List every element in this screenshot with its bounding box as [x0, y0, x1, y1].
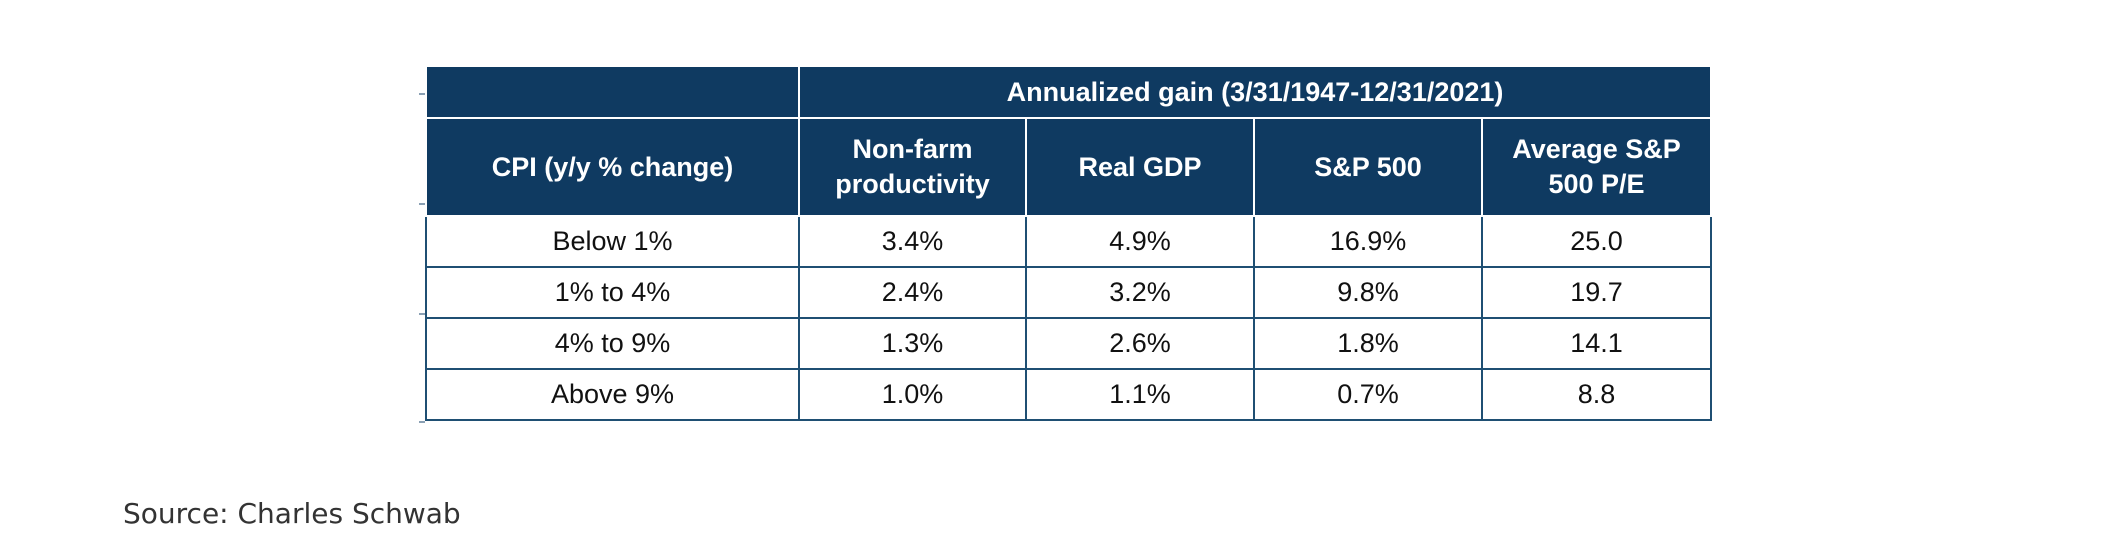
- column-header-productivity-line-2: productivity: [835, 169, 990, 199]
- column-header-sp500-line-1: S&P 500: [1314, 151, 1422, 182]
- left-edge-tick: [419, 313, 425, 315]
- data-table: Annualized gain (3/31/1947-12/31/2021) C…: [425, 65, 1713, 421]
- source-note: Source: Charles Schwab: [123, 497, 461, 530]
- table-cell: Below 1%: [425, 215, 800, 268]
- column-header-avg-pe-line-1: Average S&P: [1512, 134, 1681, 164]
- column-header-productivity: Non-farm productivity: [798, 117, 1027, 217]
- left-edge-tick: [419, 203, 425, 205]
- table-row: Below 1% 3.4% 4.9% 16.9% 25.0: [425, 215, 1713, 268]
- table-cell: 16.9%: [1253, 215, 1483, 268]
- column-header-cpi-line-1: CPI (y/y % change): [491, 151, 734, 182]
- blank-header-cell: [425, 65, 800, 119]
- table-cell: 3.2%: [1025, 266, 1255, 319]
- table-row: 4% to 9% 1.3% 2.6% 1.8% 14.1: [425, 317, 1713, 370]
- table-cell: 25.0: [1480, 215, 1713, 268]
- table-cell: 1.1%: [1025, 368, 1255, 421]
- table-cell: 8.8: [1480, 368, 1713, 421]
- table-row: 1% to 4% 2.4% 3.2% 9.8% 19.7: [425, 266, 1713, 319]
- column-header-productivity-line-1: Non-farm: [852, 134, 973, 164]
- left-edge-tick: [419, 421, 425, 423]
- column-header-cpi: CPI (y/y % change): [425, 117, 800, 217]
- table-cell: 19.7: [1480, 266, 1713, 319]
- column-header-real-gdp: Real GDP: [1025, 117, 1255, 217]
- left-edge-tick: [419, 93, 425, 95]
- table-cell: 1.8%: [1253, 317, 1483, 370]
- table-cell: 1.3%: [798, 317, 1027, 370]
- table-cell: 1.0%: [798, 368, 1027, 421]
- column-header-row: CPI (y/y % change) Non-farm productivity…: [425, 117, 1713, 217]
- table-cell: 3.4%: [798, 215, 1027, 268]
- table-cell: 14.1: [1480, 317, 1713, 370]
- table-cell: Above 9%: [425, 368, 800, 421]
- group-header-cell: Annualized gain (3/31/1947-12/31/2021): [797, 65, 1713, 119]
- column-header-real-gdp-line-1: Real GDP: [1078, 151, 1202, 182]
- column-header-sp500: S&P 500: [1253, 117, 1483, 217]
- data-table-container: Annualized gain (3/31/1947-12/31/2021) C…: [425, 65, 1713, 423]
- table-cell: 2.6%: [1025, 317, 1255, 370]
- table-cell: 1% to 4%: [425, 266, 800, 319]
- table-cell: 4.9%: [1025, 215, 1255, 268]
- table-cell: 2.4%: [798, 266, 1027, 319]
- column-header-avg-pe: Average S&P 500 P/E: [1480, 117, 1713, 217]
- table-cell: 9.8%: [1253, 266, 1483, 319]
- column-header-avg-pe-line-2: 500 P/E: [1548, 169, 1645, 199]
- table-row: Above 9% 1.0% 1.1% 0.7% 8.8: [425, 368, 1713, 421]
- group-header-row: Annualized gain (3/31/1947-12/31/2021): [425, 65, 1713, 119]
- table-cell: 4% to 9%: [425, 317, 800, 370]
- table-cell: 0.7%: [1253, 368, 1483, 421]
